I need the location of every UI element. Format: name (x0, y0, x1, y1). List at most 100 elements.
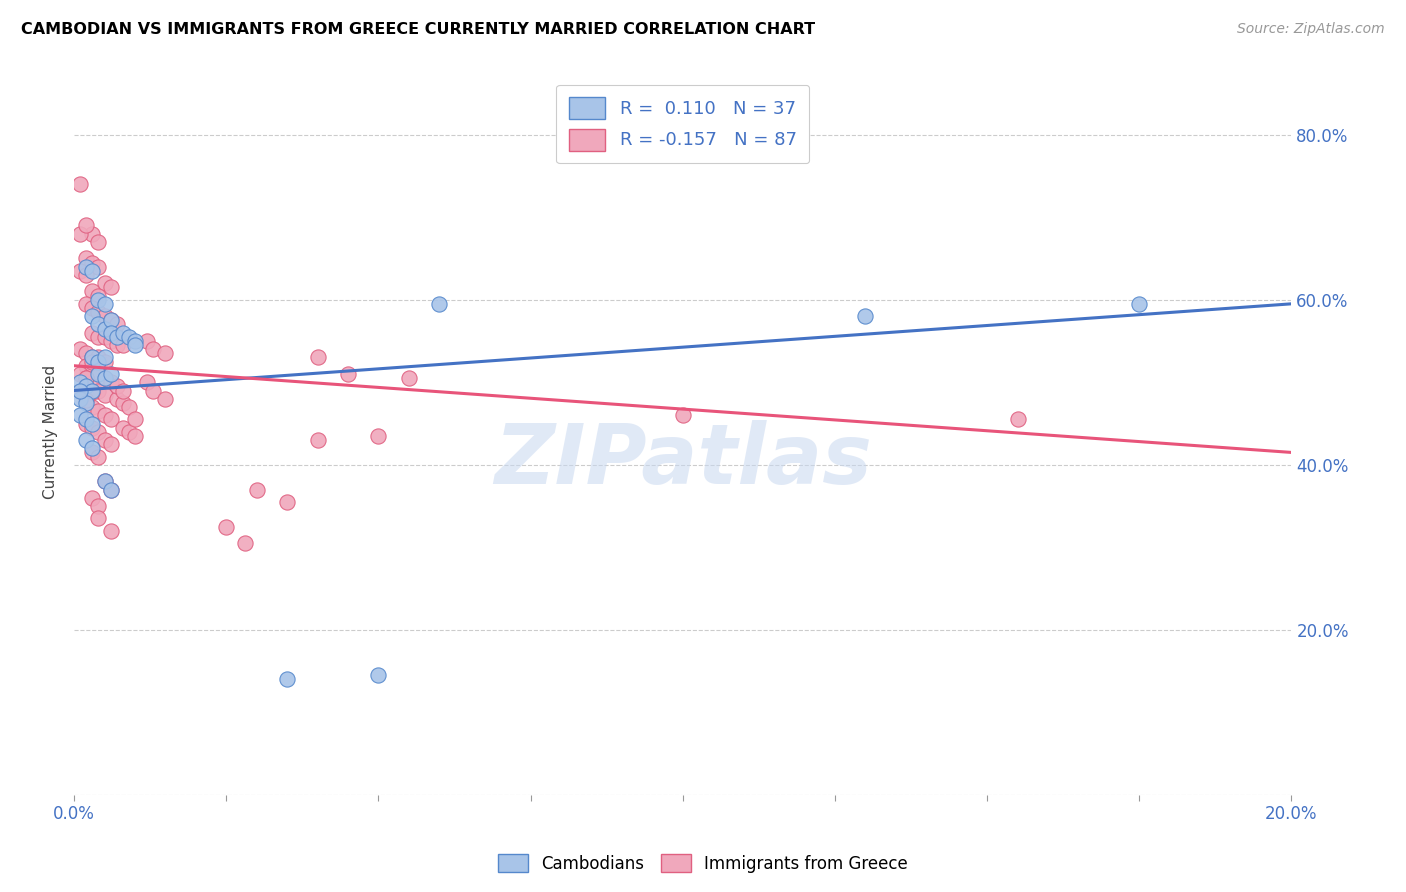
Point (1007, 412, 1029, 426)
Point (111, 420, 134, 434)
Point (82, 285, 104, 299)
Point (105, 379, 128, 393)
Point (82, 309, 104, 323)
Point (69, 409, 91, 423)
Point (100, 334, 122, 348)
Point (87, 384, 110, 398)
Point (337, 367, 360, 381)
Point (100, 376, 122, 390)
Point (307, 433, 329, 447)
Legend: Cambodians, Immigrants from Greece: Cambodians, Immigrants from Greece (491, 847, 915, 880)
Point (1128, 297, 1150, 311)
Text: Source: ZipAtlas.com: Source: ZipAtlas.com (1237, 22, 1385, 37)
Point (87, 330, 110, 344)
Point (853, 309, 876, 323)
Point (75, 252, 97, 266)
Point (93, 371, 115, 385)
Text: ZIPatlas: ZIPatlas (494, 420, 872, 501)
Point (100, 280, 122, 294)
Point (100, 412, 122, 426)
Point (105, 318, 128, 332)
Point (69, 392, 91, 406)
Point (124, 338, 146, 352)
Point (87, 450, 110, 464)
Point (75, 371, 97, 385)
Point (93, 276, 115, 290)
Point (105, 392, 128, 406)
Point (105, 330, 128, 344)
Point (87, 288, 110, 302)
Point (246, 483, 269, 497)
Point (87, 293, 110, 307)
Point (93, 354, 115, 368)
Point (82, 445, 104, 459)
Point (100, 326, 122, 340)
Point (118, 425, 141, 439)
Point (82, 491, 104, 505)
Point (93, 351, 115, 365)
Point (93, 297, 115, 311)
Point (75, 260, 97, 274)
Point (87, 425, 110, 439)
Point (82, 301, 104, 315)
Point (75, 371, 97, 385)
Point (233, 536, 256, 550)
Point (276, 495, 298, 509)
Point (82, 400, 104, 414)
Point (75, 417, 97, 431)
Point (75, 346, 97, 360)
Point (75, 387, 97, 401)
Text: CAMBODIAN VS IMMIGRANTS FROM GREECE CURRENTLY MARRIED CORRELATION CHART: CAMBODIAN VS IMMIGRANTS FROM GREECE CURR… (21, 22, 815, 37)
Point (82, 351, 104, 365)
Point (69, 227, 91, 241)
Point (307, 351, 329, 365)
Point (69, 367, 91, 381)
Point (82, 351, 104, 365)
Point (398, 371, 420, 385)
Point (111, 396, 134, 410)
Point (87, 354, 110, 368)
Point (82, 363, 104, 377)
Point (93, 409, 115, 423)
Point (75, 412, 97, 426)
Point (118, 400, 141, 414)
Point (93, 475, 115, 489)
Point (69, 384, 91, 398)
Point (124, 334, 146, 348)
Point (69, 376, 91, 390)
Point (118, 330, 141, 344)
Point (93, 371, 115, 385)
Point (100, 483, 122, 497)
Point (75, 433, 97, 447)
Point (142, 343, 165, 357)
Point (111, 326, 134, 340)
Point (87, 351, 110, 365)
Point (100, 483, 122, 497)
Point (87, 305, 110, 319)
Point (87, 260, 110, 274)
Point (100, 313, 122, 327)
Point (100, 367, 122, 381)
Y-axis label: Currently Married: Currently Married (44, 365, 58, 499)
Point (215, 520, 238, 534)
Point (93, 330, 115, 344)
Point (367, 429, 389, 443)
Point (87, 511, 110, 525)
Point (93, 475, 115, 489)
Point (105, 338, 128, 352)
Point (69, 384, 91, 398)
Point (75, 268, 97, 282)
Point (93, 309, 115, 323)
Point (672, 409, 695, 423)
Point (75, 219, 97, 233)
Point (75, 379, 97, 393)
Point (75, 297, 97, 311)
Point (124, 429, 146, 443)
Point (87, 235, 110, 249)
Point (427, 297, 450, 311)
Point (87, 404, 110, 418)
Point (136, 376, 159, 390)
Point (75, 396, 97, 410)
Point (82, 326, 104, 340)
Point (93, 433, 115, 447)
